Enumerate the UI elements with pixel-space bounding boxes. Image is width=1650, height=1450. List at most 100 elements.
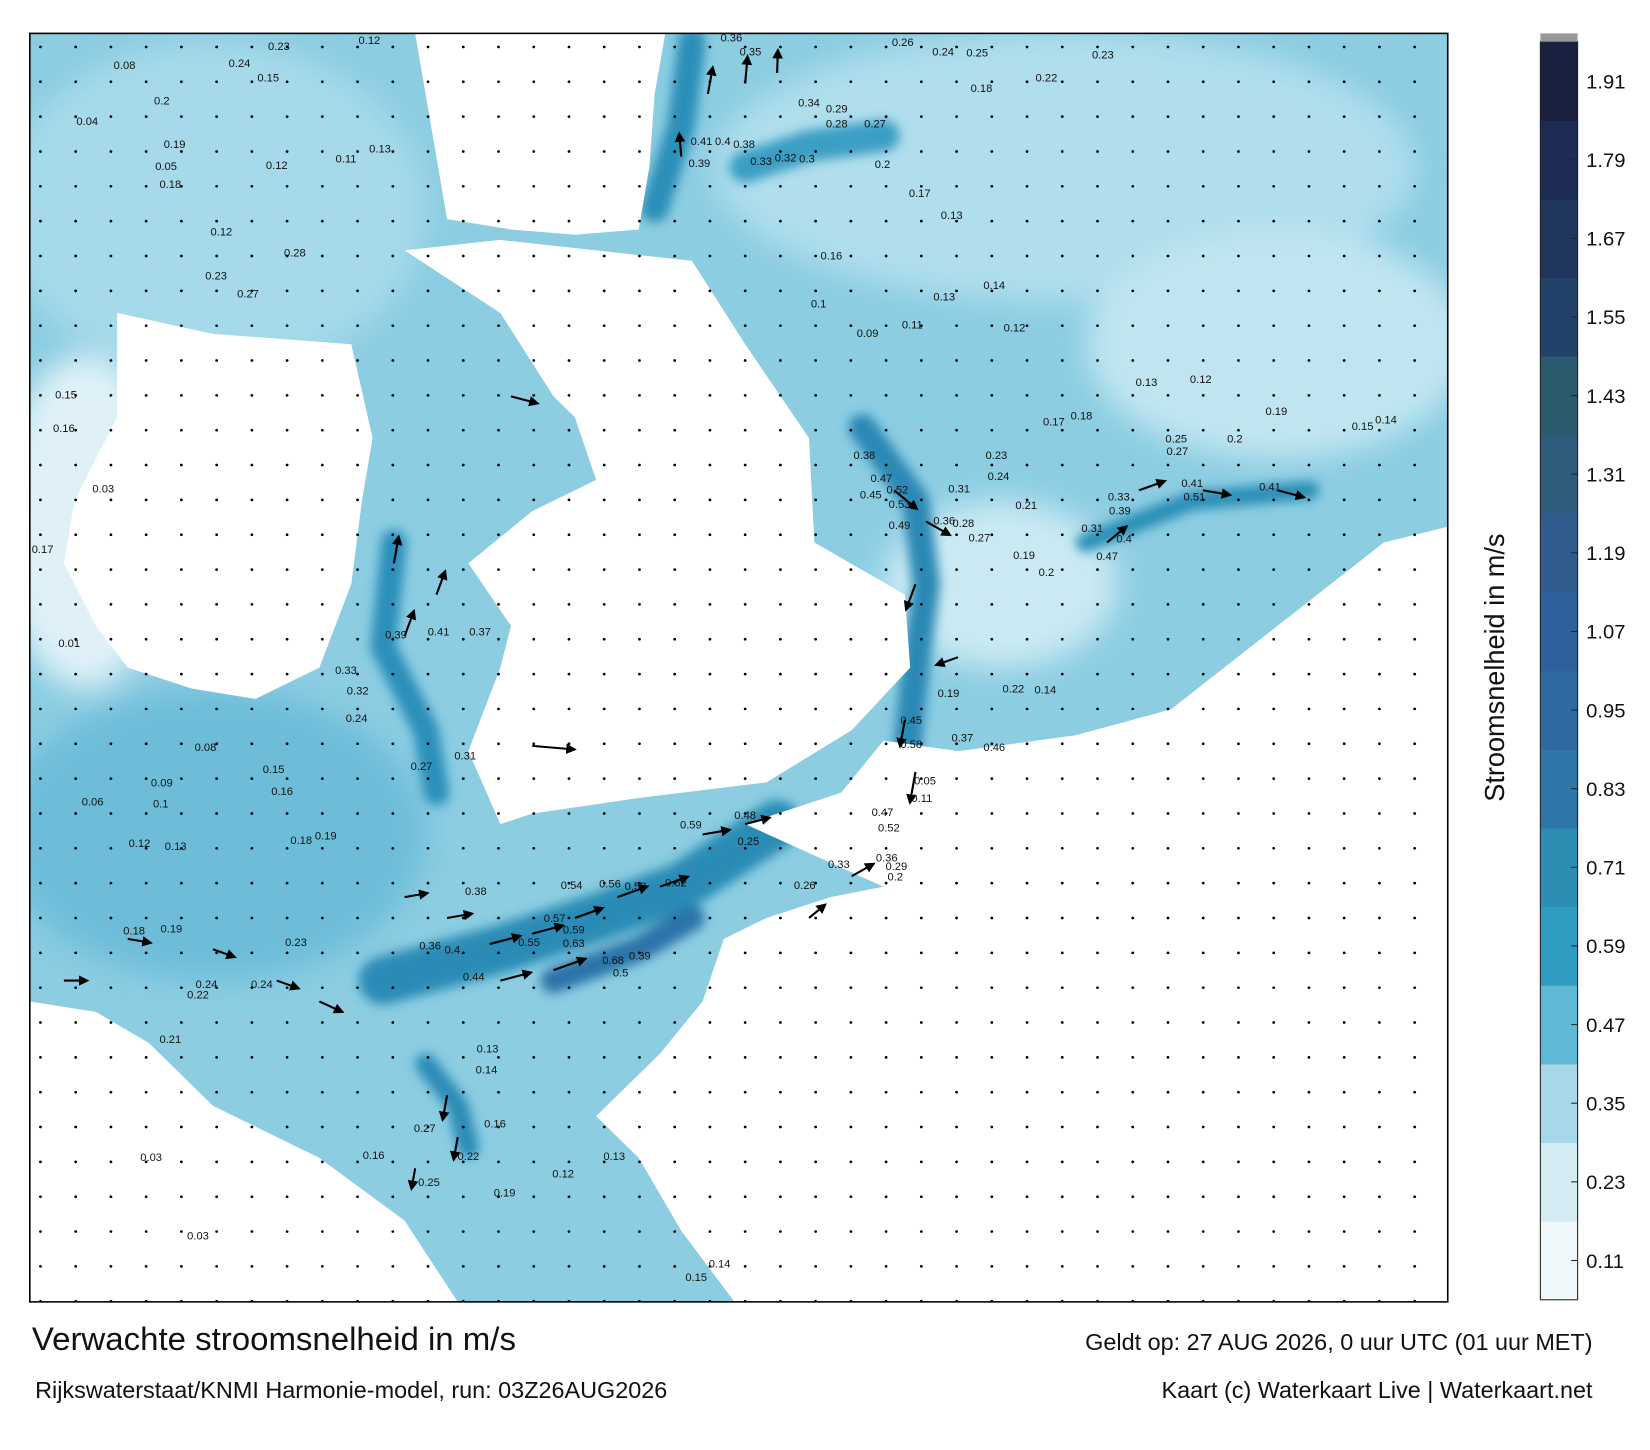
grid-dot — [1131, 707, 1135, 711]
grid-dot — [426, 1125, 430, 1129]
grid-dot — [109, 777, 113, 780]
grid-dot — [919, 254, 923, 258]
grid-dot — [1378, 986, 1381, 990]
current-arrow — [903, 583, 917, 612]
grid-dot — [919, 1055, 923, 1059]
grid-dot — [320, 1195, 324, 1199]
grid-dot — [743, 637, 747, 641]
grid-dot — [1166, 881, 1170, 885]
grid-dot — [426, 498, 430, 502]
grid-dot — [1272, 115, 1276, 118]
grid-dot — [1025, 1195, 1029, 1199]
grid-dot — [144, 1125, 148, 1129]
grid-dot — [426, 254, 430, 258]
grid-dot — [884, 1090, 888, 1094]
grid-dot — [180, 324, 183, 328]
speed-label: 0.16 — [821, 251, 843, 263]
grid-dot — [426, 463, 430, 467]
grid-dot — [250, 219, 254, 223]
grid-dot — [990, 1230, 994, 1233]
speed-label: 0.12 — [266, 160, 288, 172]
grid-dot — [39, 568, 42, 571]
grid-dot — [1096, 394, 1099, 397]
grid-dot — [180, 951, 183, 955]
grid-dot — [320, 1055, 324, 1059]
grid-dot — [1413, 986, 1417, 990]
speed-label: 0.5 — [613, 967, 629, 979]
grid-dot — [638, 1195, 641, 1199]
grid-dot — [1413, 1230, 1417, 1233]
grid-dot — [215, 916, 219, 920]
grid-dot — [884, 881, 888, 885]
grid-dot — [1025, 289, 1029, 293]
current-arrow — [705, 65, 717, 95]
grid-dot — [356, 150, 359, 153]
grid-dot — [567, 846, 571, 850]
grid-dot — [497, 463, 500, 467]
grid-dot — [356, 463, 359, 467]
grid-dot — [391, 1055, 395, 1059]
grid-dot — [285, 672, 289, 676]
current-arrow — [808, 903, 827, 919]
grid-dot — [814, 707, 818, 711]
grid-dot — [955, 707, 958, 711]
grid-dot — [250, 428, 254, 432]
grid-dot — [215, 184, 219, 188]
grid-dot — [1166, 359, 1170, 362]
grid-dot — [1307, 45, 1311, 49]
grid-dot — [356, 568, 359, 571]
speed-label: 0.27 — [864, 118, 886, 130]
grid-dot — [39, 80, 42, 84]
grid-dot — [391, 707, 395, 711]
grid-dot — [708, 219, 712, 223]
grid-dot — [1307, 777, 1311, 780]
grid-dot — [285, 881, 289, 885]
grid-dot — [1131, 1160, 1135, 1164]
grid-dot — [708, 637, 712, 641]
grid-dot — [1342, 916, 1346, 920]
speed-label: 0.15 — [257, 72, 279, 84]
grid-dot — [144, 1265, 148, 1268]
grid-dot — [919, 428, 923, 432]
grid-dot — [567, 463, 571, 467]
grid-dot — [39, 1090, 42, 1094]
speed-label: 0.68 — [602, 955, 624, 967]
grid-dot — [602, 150, 606, 153]
grid-dot — [461, 742, 465, 746]
grid-dot — [919, 394, 923, 397]
grid-dot — [955, 812, 958, 815]
grid-dot — [356, 1055, 359, 1059]
grid-dot — [215, 150, 219, 153]
grid-dot — [1378, 603, 1381, 606]
grid-dot — [1025, 881, 1029, 885]
grid-dot — [602, 986, 606, 990]
grid-dot — [1131, 45, 1135, 49]
grid-dot — [990, 603, 994, 606]
grid-dot — [919, 1160, 923, 1164]
grid-dot — [39, 1265, 42, 1268]
grid-dot — [990, 986, 994, 990]
grid-dot — [144, 219, 148, 223]
speed-label: 0.52 — [878, 822, 900, 834]
grid-dot — [1272, 986, 1276, 990]
current-arrow — [1106, 525, 1129, 544]
grid-dot — [1096, 115, 1099, 118]
grid-dot — [1378, 184, 1381, 188]
grid-dot — [1060, 812, 1064, 815]
grid-dot — [638, 80, 641, 84]
grid-dot — [74, 1160, 78, 1164]
grid-dot — [1378, 1090, 1381, 1094]
grid-dot — [849, 637, 853, 641]
grid-dot — [497, 568, 500, 571]
colorbar-tick-label: 0.95 — [1586, 701, 1625, 723]
grid-dot — [285, 115, 289, 118]
speed-label: 0.17 — [909, 188, 931, 200]
grid-dot — [461, 184, 465, 188]
grid-dot — [1237, 45, 1240, 49]
grid-dot — [320, 637, 324, 641]
speed-label: 0.58 — [900, 739, 922, 751]
grid-dot — [391, 1160, 395, 1164]
grid-dot — [461, 45, 465, 49]
grid-dot — [74, 986, 78, 990]
grid-dot — [1131, 637, 1135, 641]
